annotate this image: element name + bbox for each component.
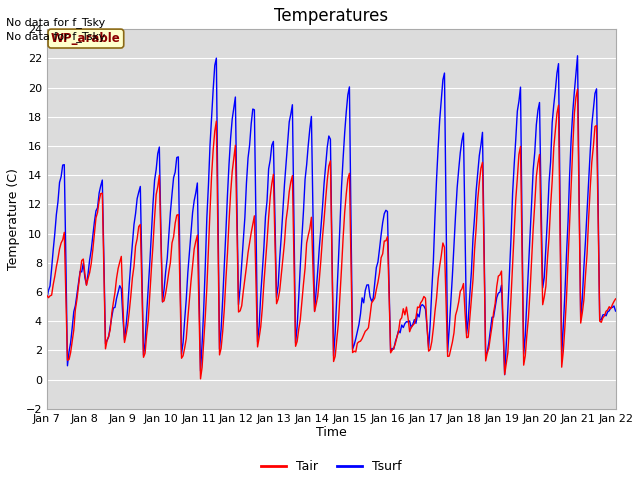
X-axis label: Time: Time [316,426,347,440]
Text: WP_arable: WP_arable [51,32,121,45]
Title: Temperatures: Temperatures [274,7,388,25]
Y-axis label: Temperature (C): Temperature (C) [7,168,20,270]
Text: No data for f_Tsky: No data for f_Tsky [6,17,106,28]
Legend: Tair, Tsurf: Tair, Tsurf [256,456,406,479]
Text: No data for f_Tsky: No data for f_Tsky [6,31,106,42]
